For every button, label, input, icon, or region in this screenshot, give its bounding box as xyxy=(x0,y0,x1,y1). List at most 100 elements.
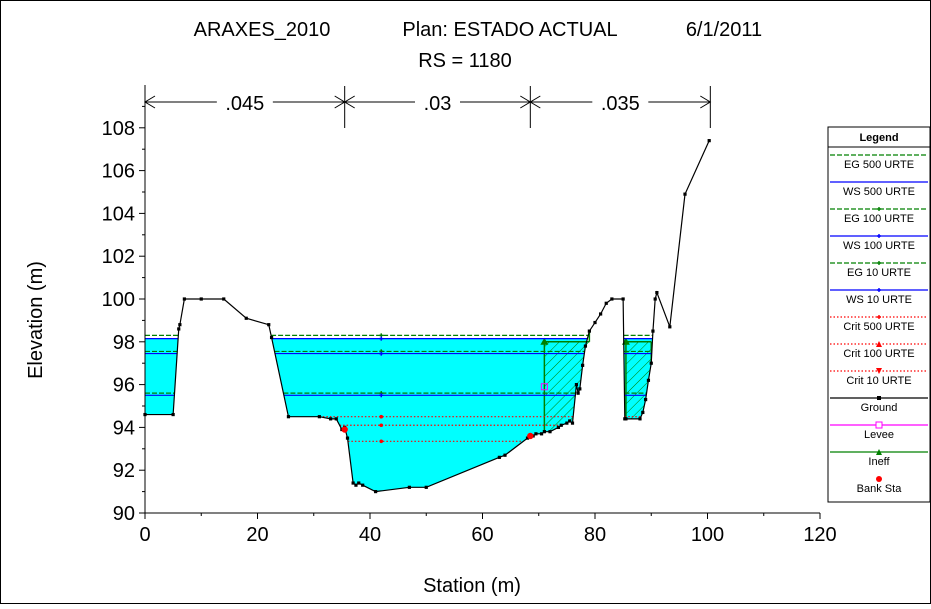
legend-title: Legend xyxy=(859,132,898,144)
chart-title-project: ARAXES_2010 xyxy=(194,19,331,41)
ground-point xyxy=(599,312,603,316)
y-tick-label: 96 xyxy=(113,375,135,397)
legend-marker-dot xyxy=(876,476,882,482)
ground-point xyxy=(329,417,333,421)
title-group: ARAXES_2010 Plan: ESTADO ACTUAL 6/1/2011… xyxy=(194,19,763,72)
crit-marker xyxy=(379,423,384,428)
legend-item-label: Ineff xyxy=(868,456,890,468)
y-axis-label: Elevation (m) xyxy=(25,261,47,379)
ground-point xyxy=(568,419,572,423)
x-tick-label: 40 xyxy=(359,524,381,546)
ground-point xyxy=(610,297,614,301)
y-tick-label: 108 xyxy=(102,118,135,140)
y-tick-label: 90 xyxy=(113,503,135,525)
legend-item-label: Crit 10 URTE xyxy=(846,375,911,387)
ineff-marker xyxy=(540,337,549,345)
ground-point xyxy=(534,432,538,436)
ground-point xyxy=(565,421,569,425)
x-tick-label: 100 xyxy=(691,524,724,546)
legend-item-label: WS 100 URTE xyxy=(843,240,915,252)
bank-station-marker xyxy=(341,426,348,433)
ground-point xyxy=(621,297,625,301)
ground-point xyxy=(651,329,655,333)
y-tick-label: 104 xyxy=(102,203,135,225)
ground-point xyxy=(171,412,175,417)
ground-point xyxy=(644,397,648,402)
ground-point xyxy=(424,485,428,489)
ground-point xyxy=(357,481,361,485)
legend-item-label: Ground xyxy=(861,402,898,414)
x-axis-label: Station (m) xyxy=(423,575,521,597)
ground-point xyxy=(244,316,248,320)
legend-item-label: Crit 100 URTE xyxy=(843,348,914,360)
ground-point xyxy=(655,290,659,295)
legend-marker-triangle-down xyxy=(876,368,882,374)
ground-point xyxy=(570,421,575,425)
legend-marker-plus xyxy=(877,207,881,211)
y-tick-label: 106 xyxy=(102,161,135,183)
ground-point xyxy=(548,430,552,434)
crit-marker xyxy=(379,439,384,444)
chart-title-date: 6/1/2011 xyxy=(686,19,762,41)
ws-marker xyxy=(379,393,384,398)
ground-point xyxy=(317,415,321,419)
ground-point xyxy=(542,430,546,434)
y-tick-label: 102 xyxy=(102,246,135,268)
ground-point xyxy=(267,323,271,327)
ground-point xyxy=(581,363,585,367)
ground-point xyxy=(576,391,580,395)
ground-point xyxy=(638,417,642,421)
ground-point xyxy=(578,387,582,391)
legend-marker-plus xyxy=(877,288,881,292)
ground-point xyxy=(351,481,355,485)
ground-point xyxy=(222,297,226,301)
legend-item-label: WS 10 URTE xyxy=(846,294,912,306)
ws-marker xyxy=(379,336,384,341)
ground-point xyxy=(286,415,291,419)
legend-box xyxy=(827,126,931,503)
ground-point xyxy=(354,483,358,487)
ground-point xyxy=(199,297,203,301)
legend-item-label: WS 500 URTE xyxy=(843,186,915,198)
plot-area: 0 20 40 60 80 100 120 90 92 94 96 98 100 102 104 106 108… xyxy=(102,85,837,546)
mannings-n-label: .045 xyxy=(225,93,264,115)
ground-point xyxy=(604,301,608,305)
ground-point xyxy=(653,297,657,301)
ground-point xyxy=(503,453,507,457)
ground-point xyxy=(525,436,530,440)
ground-point xyxy=(177,327,181,331)
ground-point xyxy=(556,425,561,429)
ground-point xyxy=(649,361,653,365)
water-fill xyxy=(145,338,179,415)
ground-point xyxy=(668,325,672,329)
legend-marker-open-square xyxy=(875,421,883,429)
x-tick-label: 120 xyxy=(803,524,836,546)
y-tick-label: 92 xyxy=(113,460,135,482)
mannings-n-label: .035 xyxy=(601,93,640,115)
ground-point xyxy=(587,329,591,333)
ground-point xyxy=(641,410,645,415)
ground-point xyxy=(539,432,544,436)
legend-marker-triangle-up xyxy=(876,449,882,455)
ground-point xyxy=(178,323,182,327)
ground-point xyxy=(707,139,711,143)
ground-point xyxy=(574,383,579,387)
crit-marker xyxy=(379,414,384,419)
legend-item-label: EG 100 URTE xyxy=(844,213,914,225)
ws-marker xyxy=(379,351,384,356)
legend-item-label: Crit 500 URTE xyxy=(843,321,914,333)
legend: Legend EG 500 URTE WS 500 URTE EG 100 URTE W… xyxy=(827,126,931,503)
ground-point xyxy=(646,378,651,382)
y-tick-label: 100 xyxy=(102,289,135,311)
ground-point xyxy=(497,455,501,459)
ground-point xyxy=(361,483,365,487)
ground-point xyxy=(593,320,597,325)
legend-marker-triangle-up xyxy=(876,341,882,347)
legend-item-label: EG 500 URTE xyxy=(844,159,914,171)
x-tick-label: 0 xyxy=(139,524,150,546)
ground-point xyxy=(407,485,411,489)
ground-point xyxy=(624,417,628,421)
legend-item-label: Bank Sta xyxy=(857,483,903,495)
ground-point xyxy=(583,344,588,348)
